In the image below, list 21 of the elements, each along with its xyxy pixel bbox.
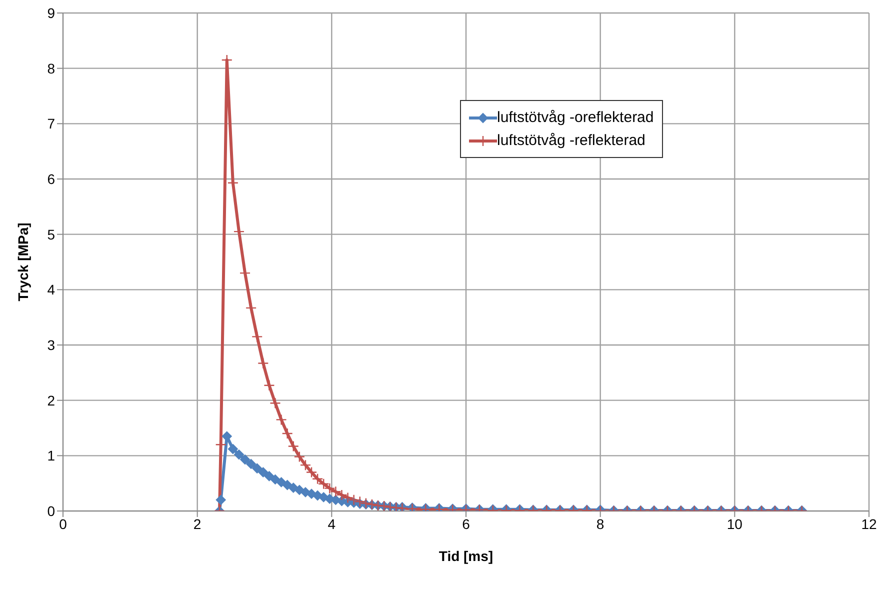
x-tick-label: 12: [861, 516, 877, 532]
y-tick-label: 9: [47, 4, 56, 21]
x-axis-title: Tid [ms]: [438, 548, 494, 564]
y-axis-title: Tryck [MPa]: [14, 222, 31, 302]
x-tick-label: 4: [328, 516, 336, 532]
y-tick-label: 3: [47, 336, 56, 353]
legend-label: luftstötvåg -reflekterad: [497, 132, 646, 149]
y-tick-label: 6: [47, 170, 56, 187]
legend-label: luftstötvåg -oreflekterad: [497, 109, 654, 126]
x-tick-label: 0: [59, 516, 68, 532]
y-tick-label: 4: [47, 282, 56, 298]
x-tick-label: 8: [596, 516, 604, 532]
y-tick-label: 7: [47, 116, 56, 132]
x-tick-label: 2: [193, 516, 202, 532]
y-tick-label: 8: [47, 60, 56, 76]
x-tick-label: 6: [462, 516, 470, 532]
y-tick-label: 1: [47, 448, 56, 464]
y-tick-label: 5: [47, 226, 56, 242]
y-tick-label: 0: [47, 502, 56, 519]
y-tick-label: 2: [47, 392, 56, 408]
x-tick-label: 10: [726, 516, 743, 532]
